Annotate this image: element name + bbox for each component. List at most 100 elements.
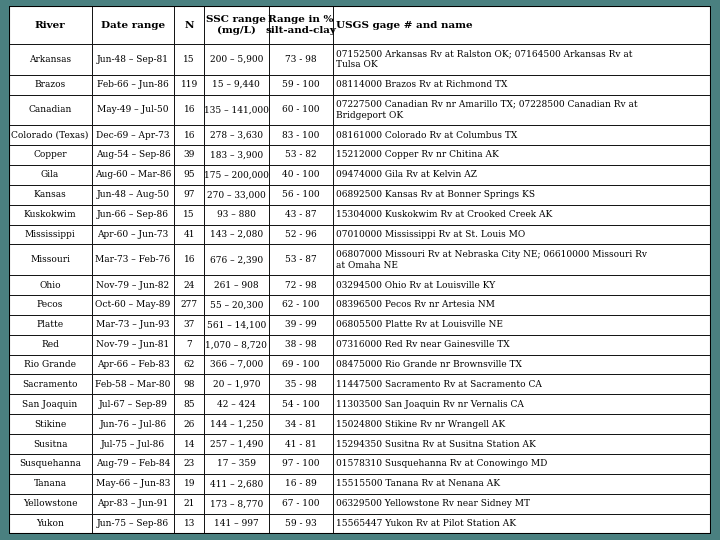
Text: Sacramento: Sacramento [22,380,78,389]
Text: Mississippi: Mississippi [24,230,76,239]
Bar [204,44,269,75]
Text: 41: 41 [184,230,195,239]
Bar [91,355,174,375]
Bar [269,414,333,434]
Text: 01578310 Susquehanna Rv at Conowingo MD: 01578310 Susquehanna Rv at Conowingo MD [336,460,548,468]
Text: 06807000 Missouri Rv at Nebraska City NE; 06610000 Missouri Rv
at Omaha NE: 06807000 Missouri Rv at Nebraska City NE… [336,249,647,270]
Bar [9,295,91,315]
Bar [9,75,91,94]
Bar [204,225,269,245]
Text: 14: 14 [184,440,195,449]
Bar [269,434,333,454]
Bar [91,185,174,205]
Bar [174,355,204,375]
Bar [269,44,333,75]
Bar [269,165,333,185]
Bar [174,225,204,245]
Text: Jun-48 – Aug-50: Jun-48 – Aug-50 [96,190,169,199]
Bar [269,355,333,375]
Text: 83 - 100: 83 - 100 [282,131,320,140]
Bar [91,6,174,44]
Bar [174,494,204,514]
Bar [204,414,269,434]
Text: 54 - 100: 54 - 100 [282,400,320,409]
Text: 676 – 2,390: 676 – 2,390 [210,255,263,264]
Text: 62: 62 [184,360,195,369]
Bar [204,205,269,225]
Bar [174,414,204,434]
Text: 23: 23 [184,460,195,468]
Bar [204,165,269,185]
Bar [204,125,269,145]
Bar [91,295,174,315]
Bar [269,185,333,205]
Text: Apr-83 – Jun-91: Apr-83 – Jun-91 [97,499,168,508]
Bar [174,75,204,94]
Text: Mar-73 – Feb-76: Mar-73 – Feb-76 [96,255,171,264]
Text: Range in %
silt-and-clay: Range in % silt-and-clay [266,15,336,35]
Bar [174,275,204,295]
Text: 98: 98 [184,380,195,389]
Text: 08114000 Brazos Rv at Richmond TX: 08114000 Brazos Rv at Richmond TX [336,80,508,89]
Bar [91,315,174,335]
Bar [333,315,711,335]
Text: 06805500 Platte Rv at Louisville NE: 06805500 Platte Rv at Louisville NE [336,320,503,329]
Bar [174,434,204,454]
Bar [333,414,711,434]
Bar [91,245,174,275]
Text: Dec-69 – Apr-73: Dec-69 – Apr-73 [96,131,170,140]
Text: 52 - 96: 52 - 96 [285,230,317,239]
Bar [9,94,91,125]
Bar [204,375,269,394]
Bar [204,275,269,295]
Bar [9,315,91,335]
Text: 07316000 Red Rv near Gainesville TX: 07316000 Red Rv near Gainesville TX [336,340,510,349]
Bar [174,44,204,75]
Text: 16 - 89: 16 - 89 [285,480,317,488]
Bar [9,245,91,275]
Text: 21: 21 [184,499,195,508]
Text: San Joaquin: San Joaquin [22,400,78,409]
Bar [269,275,333,295]
Text: 42 – 424: 42 – 424 [217,400,256,409]
Bar [9,454,91,474]
Bar [174,245,204,275]
Text: 09474000 Gila Rv at Kelvin AZ: 09474000 Gila Rv at Kelvin AZ [336,171,477,179]
Text: 34 - 81: 34 - 81 [285,420,317,429]
Text: 141 – 997: 141 – 997 [214,519,258,528]
Bar [9,6,91,44]
Bar [91,514,174,534]
Text: 38 - 98: 38 - 98 [285,340,317,349]
Bar [9,375,91,394]
Text: 17 – 359: 17 – 359 [217,460,256,468]
Bar [269,145,333,165]
Text: 278 – 3,630: 278 – 3,630 [210,131,263,140]
Text: Gila: Gila [41,171,59,179]
Text: 15515500 Tanana Rv at Nenana AK: 15515500 Tanana Rv at Nenana AK [336,480,500,488]
Text: Arkansas: Arkansas [29,55,71,64]
Text: 16: 16 [184,105,195,114]
Text: 11447500 Sacramento Rv at Sacramento CA: 11447500 Sacramento Rv at Sacramento CA [336,380,542,389]
Text: 08396500 Pecos Rv nr Artesia NM: 08396500 Pecos Rv nr Artesia NM [336,300,495,309]
Text: 59 - 93: 59 - 93 [285,519,317,528]
Text: Red: Red [41,340,59,349]
Bar [333,125,711,145]
Text: 39: 39 [184,151,195,159]
Text: Missouri: Missouri [30,255,70,264]
Text: 85: 85 [184,400,195,409]
Bar [9,394,91,414]
Bar [91,335,174,355]
Bar [174,295,204,315]
Bar [204,94,269,125]
Bar [9,355,91,375]
Bar [91,225,174,245]
Text: Mar-73 – Jun-93: Mar-73 – Jun-93 [96,320,170,329]
Bar [269,225,333,245]
Text: Nov-79 – Jun-82: Nov-79 – Jun-82 [96,281,170,289]
Bar [204,434,269,454]
Text: 56 - 100: 56 - 100 [282,190,320,199]
Text: Kansas: Kansas [34,190,66,199]
Bar [9,205,91,225]
Text: Aug-79 – Feb-84: Aug-79 – Feb-84 [96,460,170,468]
Text: 41 - 81: 41 - 81 [285,440,317,449]
